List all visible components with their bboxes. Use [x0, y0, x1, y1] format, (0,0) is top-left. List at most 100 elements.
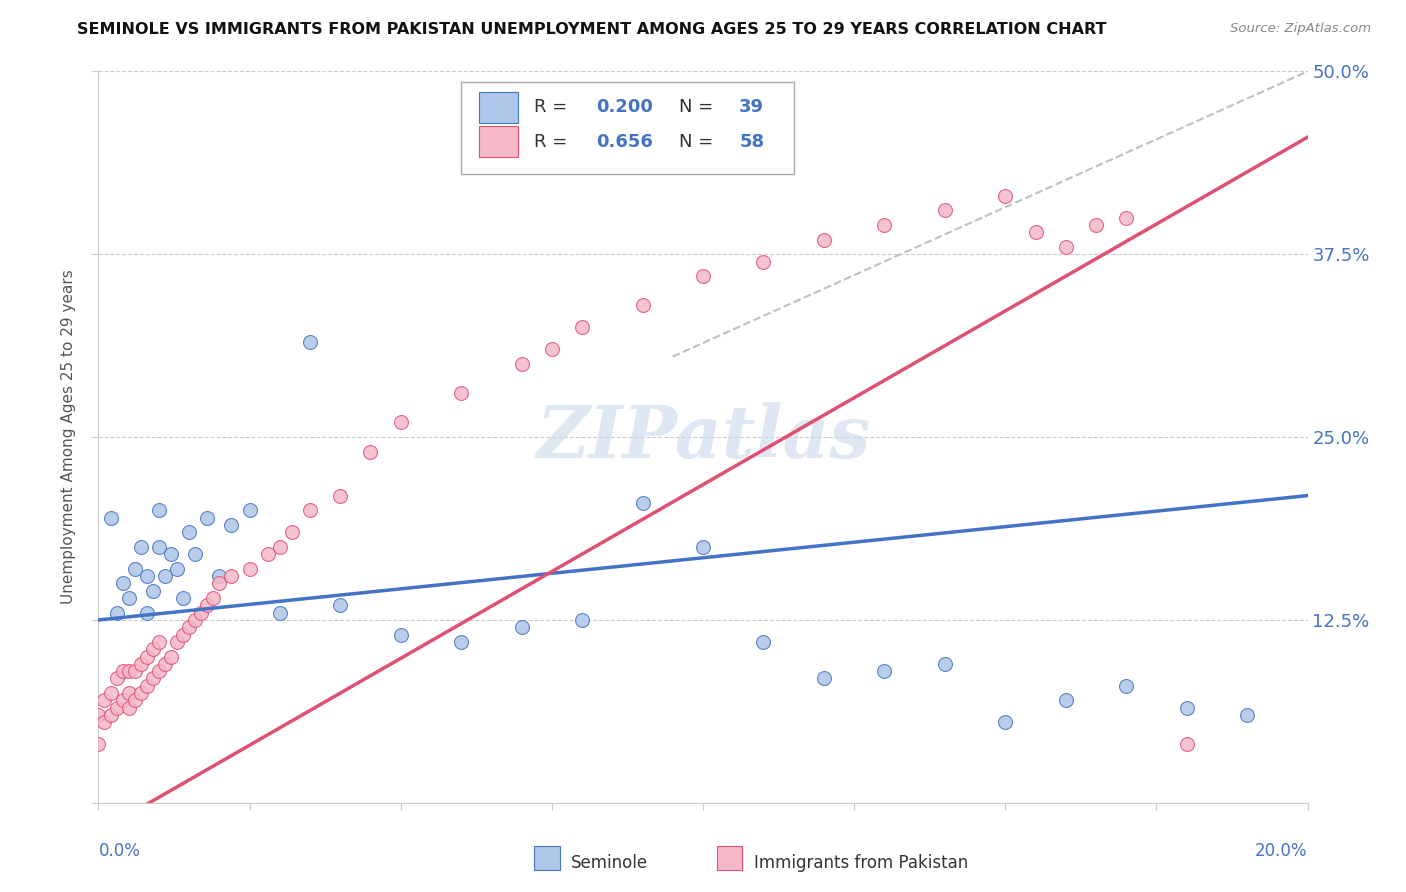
Point: [873, 218, 896, 232]
Point: [281, 525, 304, 540]
Point: [299, 334, 322, 349]
Text: 20.0%: 20.0%: [1256, 842, 1308, 860]
Point: [389, 416, 412, 430]
Text: SEMINOLE VS IMMIGRANTS FROM PAKISTAN UNEMPLOYMENT AMONG AGES 25 TO 29 YEARS CORR: SEMINOLE VS IMMIGRANTS FROM PAKISTAN UNE…: [77, 22, 1107, 37]
Point: [135, 649, 157, 664]
Point: [269, 540, 291, 554]
Point: [160, 649, 183, 664]
Point: [190, 606, 212, 620]
Point: [269, 606, 291, 620]
Point: [540, 343, 562, 357]
Y-axis label: Unemployment Among Ages 25 to 29 years: Unemployment Among Ages 25 to 29 years: [60, 269, 76, 605]
Point: [813, 233, 835, 247]
Point: [172, 627, 194, 641]
Point: [105, 606, 128, 620]
Point: [166, 562, 188, 576]
Point: [148, 635, 170, 649]
Point: [142, 583, 165, 598]
Point: [118, 700, 141, 714]
Point: [208, 576, 231, 591]
Point: [510, 357, 533, 371]
Point: [1054, 240, 1077, 254]
Point: [87, 737, 110, 751]
Point: [221, 517, 243, 532]
Point: [135, 606, 157, 620]
Point: [118, 591, 141, 605]
Point: [1115, 679, 1137, 693]
Point: [510, 620, 533, 634]
Point: [239, 562, 262, 576]
Point: [135, 679, 157, 693]
Point: [239, 503, 262, 517]
Point: [100, 510, 122, 524]
Point: [153, 657, 176, 671]
Text: N =: N =: [679, 133, 718, 151]
Point: [111, 664, 134, 678]
Point: [329, 599, 352, 613]
Point: [142, 642, 165, 657]
Point: [571, 320, 593, 334]
Point: [329, 489, 352, 503]
Point: [202, 591, 225, 605]
Point: [994, 188, 1017, 202]
Point: [118, 686, 141, 700]
Text: N =: N =: [679, 98, 718, 116]
Point: [389, 627, 412, 641]
Point: [93, 693, 115, 707]
Point: [166, 635, 188, 649]
Point: [124, 693, 146, 707]
Point: [184, 547, 207, 561]
Point: [160, 547, 183, 561]
Point: [208, 569, 231, 583]
Point: [813, 672, 835, 686]
Point: [221, 569, 243, 583]
Text: R =: R =: [534, 98, 572, 116]
Point: [692, 269, 714, 284]
Text: Seminole: Seminole: [571, 854, 648, 871]
Point: [299, 503, 322, 517]
Bar: [479, 126, 517, 157]
Point: [631, 496, 654, 510]
Point: [153, 569, 176, 583]
Text: 0.200: 0.200: [596, 98, 654, 116]
Point: [692, 540, 714, 554]
Text: 39: 39: [740, 98, 765, 116]
Point: [93, 715, 115, 730]
Point: [1175, 737, 1198, 751]
Point: [135, 569, 157, 583]
Point: [1054, 693, 1077, 707]
Point: [450, 386, 472, 401]
Point: [87, 708, 110, 723]
Point: [1115, 211, 1137, 225]
Point: [360, 444, 382, 458]
Point: [142, 672, 165, 686]
Point: [129, 540, 152, 554]
Text: Immigrants from Pakistan: Immigrants from Pakistan: [754, 854, 967, 871]
Point: [148, 664, 170, 678]
Point: [124, 562, 146, 576]
Text: 0.0%: 0.0%: [98, 842, 141, 860]
Text: ZIPatlas: ZIPatlas: [536, 401, 870, 473]
Point: [873, 664, 896, 678]
Point: [148, 540, 170, 554]
Bar: [479, 92, 517, 122]
Point: [118, 664, 141, 678]
Point: [105, 672, 128, 686]
Point: [148, 503, 170, 517]
Point: [105, 700, 128, 714]
Point: [450, 635, 472, 649]
Point: [111, 693, 134, 707]
Point: [100, 708, 122, 723]
Text: 0.656: 0.656: [596, 133, 654, 151]
Point: [631, 298, 654, 312]
Point: [111, 576, 134, 591]
Point: [752, 635, 775, 649]
Point: [172, 591, 194, 605]
Point: [1175, 700, 1198, 714]
Point: [129, 657, 152, 671]
FancyBboxPatch shape: [461, 82, 793, 174]
Point: [179, 525, 201, 540]
Point: [934, 657, 956, 671]
Point: [129, 686, 152, 700]
Text: Source: ZipAtlas.com: Source: ZipAtlas.com: [1230, 22, 1371, 36]
